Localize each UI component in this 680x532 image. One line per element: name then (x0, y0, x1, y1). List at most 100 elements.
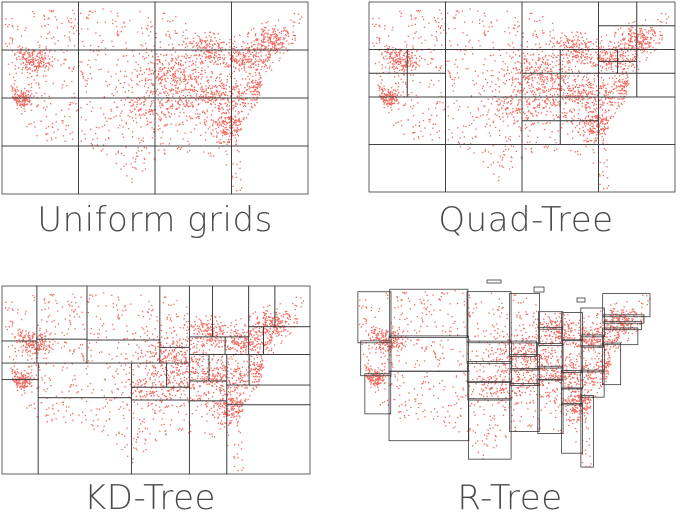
map-point (230, 95, 232, 97)
map-point (117, 15, 119, 17)
map-point (137, 31, 139, 33)
map-point (35, 82, 37, 84)
map-point (171, 84, 173, 86)
map-point (259, 43, 261, 45)
map-point (536, 20, 538, 23)
map-point (143, 162, 145, 164)
map-point (282, 42, 284, 45)
map-point (115, 162, 117, 164)
map-point (71, 138, 74, 140)
map-point (167, 20, 169, 22)
map-point (146, 47, 148, 49)
map-point (541, 99, 544, 101)
map-point (220, 117, 222, 119)
map-point (375, 42, 378, 44)
map-point (539, 65, 541, 67)
map-point (615, 47, 617, 50)
map-point (645, 59, 647, 61)
map-point (44, 70, 46, 72)
map-point (235, 124, 237, 126)
map-point (567, 57, 569, 59)
map-point (575, 51, 577, 53)
map-point (503, 69, 505, 71)
map-point (596, 115, 598, 118)
map-point (607, 92, 610, 94)
map-point (269, 42, 271, 44)
map-point (245, 93, 247, 95)
map-point (395, 90, 397, 92)
map-point (234, 129, 236, 131)
map-point (410, 57, 412, 59)
map-point (197, 116, 199, 118)
map-point (66, 85, 68, 87)
map-point (194, 113, 197, 115)
map-point (160, 81, 162, 84)
map-point (596, 54, 598, 56)
map-point (136, 152, 138, 154)
map-point (191, 85, 193, 87)
map-point (564, 66, 566, 68)
map-point (498, 49, 500, 51)
map-point (205, 36, 208, 38)
map-point (187, 75, 190, 78)
map-point (116, 91, 118, 93)
map-point (236, 50, 239, 52)
map-point (222, 92, 224, 94)
map-point (150, 110, 152, 112)
map-point (207, 55, 209, 57)
map-point (231, 58, 233, 60)
map-point (598, 60, 600, 62)
map-point (539, 47, 541, 49)
map-point (173, 73, 175, 75)
map-point (124, 70, 126, 72)
map-point (214, 61, 216, 64)
map-point (545, 61, 547, 63)
map-point (388, 92, 391, 94)
map-point (15, 102, 17, 104)
map-point (387, 35, 390, 37)
map-point (410, 15, 412, 17)
map-point (183, 77, 186, 79)
map-point (603, 138, 605, 140)
map-point (605, 128, 607, 130)
map-point (592, 129, 594, 131)
map-point (419, 55, 421, 57)
map-point (134, 108, 136, 110)
map-point (224, 118, 226, 120)
map-point (632, 64, 634, 66)
map-point (522, 89, 524, 91)
map-point (10, 85, 12, 87)
map-point (565, 71, 567, 73)
map-point (528, 77, 531, 80)
map-point (430, 58, 432, 60)
map-point (390, 57, 392, 59)
map-point (75, 110, 78, 112)
map-point (526, 114, 528, 117)
map-point (607, 126, 609, 128)
map-point (411, 18, 413, 20)
map-point (540, 77, 542, 79)
map-point (173, 76, 175, 79)
map-point (190, 89, 192, 91)
map-point (195, 89, 197, 91)
map-point (158, 118, 160, 120)
map-point (152, 73, 154, 75)
map-point (584, 45, 587, 47)
map-point (44, 109, 47, 111)
map-point (211, 52, 214, 54)
map-point (525, 73, 527, 75)
map-point (265, 59, 267, 62)
map-point (204, 71, 207, 74)
map-point (207, 44, 209, 46)
map-point (18, 94, 21, 96)
map-point (543, 146, 545, 148)
map-point (221, 107, 223, 109)
map-point (538, 106, 540, 108)
map-point (139, 80, 141, 83)
map-point (620, 95, 622, 98)
map-point (558, 89, 561, 91)
map-point (222, 87, 225, 90)
map-point (524, 98, 526, 100)
map-point (82, 40, 84, 43)
map-point (245, 89, 247, 91)
